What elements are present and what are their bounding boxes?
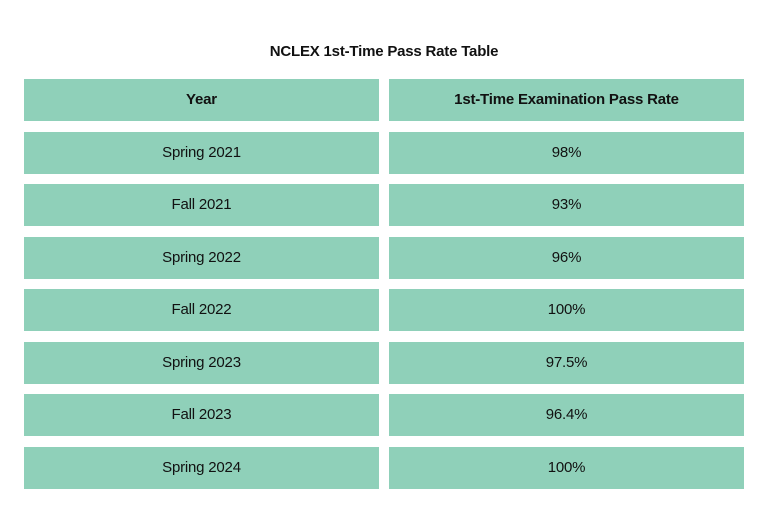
header-pass-rate: 1st-Time Examination Pass Rate	[389, 79, 744, 121]
table-cell-pass-rate: 98%	[389, 131, 744, 174]
table-cell-year: Fall 2022	[24, 289, 379, 331]
table-cell-pass-rate: 96.4%	[389, 394, 744, 436]
table-cell-pass-rate: 93%	[389, 184, 744, 226]
table-cell-pass-rate: 100%	[389, 446, 744, 489]
header-year: Year	[24, 79, 379, 121]
table-cell-pass-rate: 96%	[389, 236, 744, 279]
table-cell-year: Fall 2023	[24, 394, 379, 436]
table-caption: NCLEX 1st-Time Pass Rate Table	[269, 43, 499, 60]
table-cell-year: Fall 2021	[24, 184, 379, 226]
table-cell-year: Spring 2021	[24, 131, 379, 174]
table-cell-pass-rate: 100%	[389, 289, 744, 331]
pass-rate-table: Year 1st-Time Examination Pass Rate Spri…	[24, 79, 744, 489]
table-cell-year: Spring 2024	[24, 446, 379, 489]
table-cell-pass-rate: 97.5%	[389, 341, 744, 384]
table-cell-year: Spring 2022	[24, 236, 379, 279]
table-cell-year: Spring 2023	[24, 341, 379, 384]
